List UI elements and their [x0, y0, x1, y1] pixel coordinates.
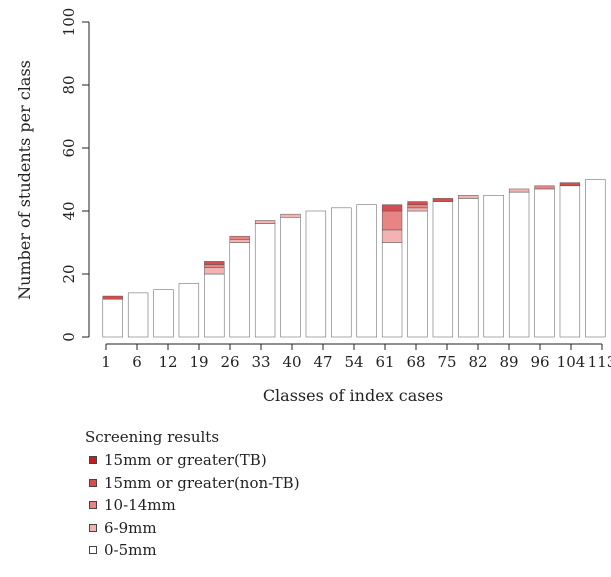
bar-2-series-0: [127, 292, 149, 338]
x-tick-label-12: 12: [158, 353, 177, 371]
bar-1-series-0: [102, 298, 123, 338]
x-tick-label-26: 26: [220, 353, 239, 371]
y-tick-label-20: 20: [60, 264, 78, 283]
x-tick-label-68: 68: [406, 353, 425, 371]
bar-12-series-3: [381, 204, 403, 212]
x-tick-label-33: 33: [251, 353, 270, 371]
y-tick-label-80: 80: [60, 75, 78, 94]
x-tick-label-75: 75: [437, 353, 456, 371]
bar-7-series-0: [254, 223, 276, 338]
legend: Screening results 15mm or greater(TB) 15m…: [85, 428, 300, 562]
bar-11-series-0: [356, 204, 377, 338]
chart: 0 20 40 60 80 100 1 6 12 19 26 33 40 47 54 61 68 75 82 89 9…: [15, 8, 611, 405]
bar-15-series-0: [458, 198, 479, 338]
legend-items: 15mm or greater(TB) 15mm or greater(non-T…: [85, 449, 300, 562]
bar-15-series-1: [458, 195, 479, 199]
y-tick-label-60: 60: [60, 138, 78, 157]
bar-12-series-2: [381, 210, 403, 231]
bar-17-series-0: [508, 191, 530, 338]
x-tick-label-89: 89: [499, 353, 518, 371]
x-tick-label-6: 6: [132, 353, 142, 371]
bar-8-series-0: [280, 217, 301, 338]
x-tick-label-96: 96: [530, 353, 549, 371]
x-tick-label-82: 82: [468, 353, 487, 371]
bar-14-series-3: [432, 198, 454, 202]
bar-20-series-0: [585, 179, 606, 338]
x-tick-label-1: 1: [101, 353, 111, 371]
legend-label-4: 0-5mm: [104, 541, 157, 560]
bar-19-series-0: [559, 185, 581, 338]
bar-18-series-2: [534, 185, 555, 190]
legend-item-1: 15mm or greater(non-TB): [85, 472, 300, 495]
bar-4-series-0: [178, 283, 200, 338]
bar-10-series-0: [331, 207, 352, 338]
bar-18-series-0: [534, 188, 555, 338]
legend-label-1: 15mm or greater(non-TB): [104, 473, 300, 492]
y-axis: 0 20 40 60 80 100: [60, 8, 90, 342]
bar-19-series-3: [559, 182, 581, 187]
bar-3-series-0: [153, 289, 174, 338]
legend-swatch-1: [89, 478, 97, 487]
bar-6-series-2: [229, 235, 250, 240]
bar-14-series-0: [432, 201, 454, 338]
legend-swatch-4: [89, 546, 97, 555]
legend-item-4: 0-5mm: [85, 539, 300, 562]
legend-swatch-0: [89, 456, 97, 465]
bar-7-series-1: [254, 220, 276, 224]
x-axis: 1 6 12 19 26 33 40 47 54 61 68 75 82 89 96 104113: [101, 343, 611, 371]
bar-13-series-2: [407, 204, 428, 209]
x-tick-label-40: 40: [282, 353, 301, 371]
bar-13-series-0: [407, 210, 428, 338]
bar-9-series-0: [305, 210, 327, 338]
bar-8-series-1: [280, 213, 301, 218]
bar-12-series-1: [381, 229, 403, 243]
bar-6-series-1: [229, 239, 250, 243]
x-tick-label-61: 61: [375, 353, 394, 371]
x-axis-label: Classes of index cases: [263, 386, 443, 405]
legend-swatch-3: [89, 523, 97, 532]
y-tick-label-100: 100: [60, 8, 78, 37]
legend-item-0: 15mm or greater(TB): [85, 449, 300, 472]
x-tick-label-19: 19: [189, 353, 208, 371]
legend-swatch-2: [89, 501, 97, 510]
bar-16-series-0: [483, 195, 504, 338]
bar-17-series-1: [508, 188, 530, 193]
legend-item-3: 6-9mm: [85, 517, 300, 540]
bar-5-series-1: [204, 267, 225, 275]
x-tick-label-54: 54: [344, 353, 363, 371]
legend-label-0: 15mm or greater(TB): [104, 451, 267, 470]
legend-label-3: 6-9mm: [104, 518, 157, 537]
bar-13-series-3: [407, 201, 428, 205]
legend-title: Screening results: [85, 428, 220, 446]
bar-5-series-3: [204, 261, 225, 265]
legend-item-2: 10-14mm: [85, 494, 300, 517]
x-tick-label-113: 113: [588, 353, 611, 371]
bar-12-series-0: [381, 242, 403, 338]
x-tick-label-47: 47: [313, 353, 332, 371]
bar-6-series-0: [229, 242, 250, 338]
bar-1-series-3: [102, 295, 123, 300]
y-axis-label: Number of students per class: [15, 60, 34, 300]
legend-label-2: 10-14mm: [104, 496, 176, 515]
x-tick-label-104: 104: [557, 353, 586, 371]
bar-13-series-1: [407, 207, 428, 212]
y-tick-label-0: 0: [60, 332, 78, 342]
bar-5-series-2: [204, 264, 225, 268]
y-tick-label-40: 40: [60, 201, 78, 220]
bars-group: [102, 179, 606, 338]
bar-5-series-0: [204, 273, 225, 338]
